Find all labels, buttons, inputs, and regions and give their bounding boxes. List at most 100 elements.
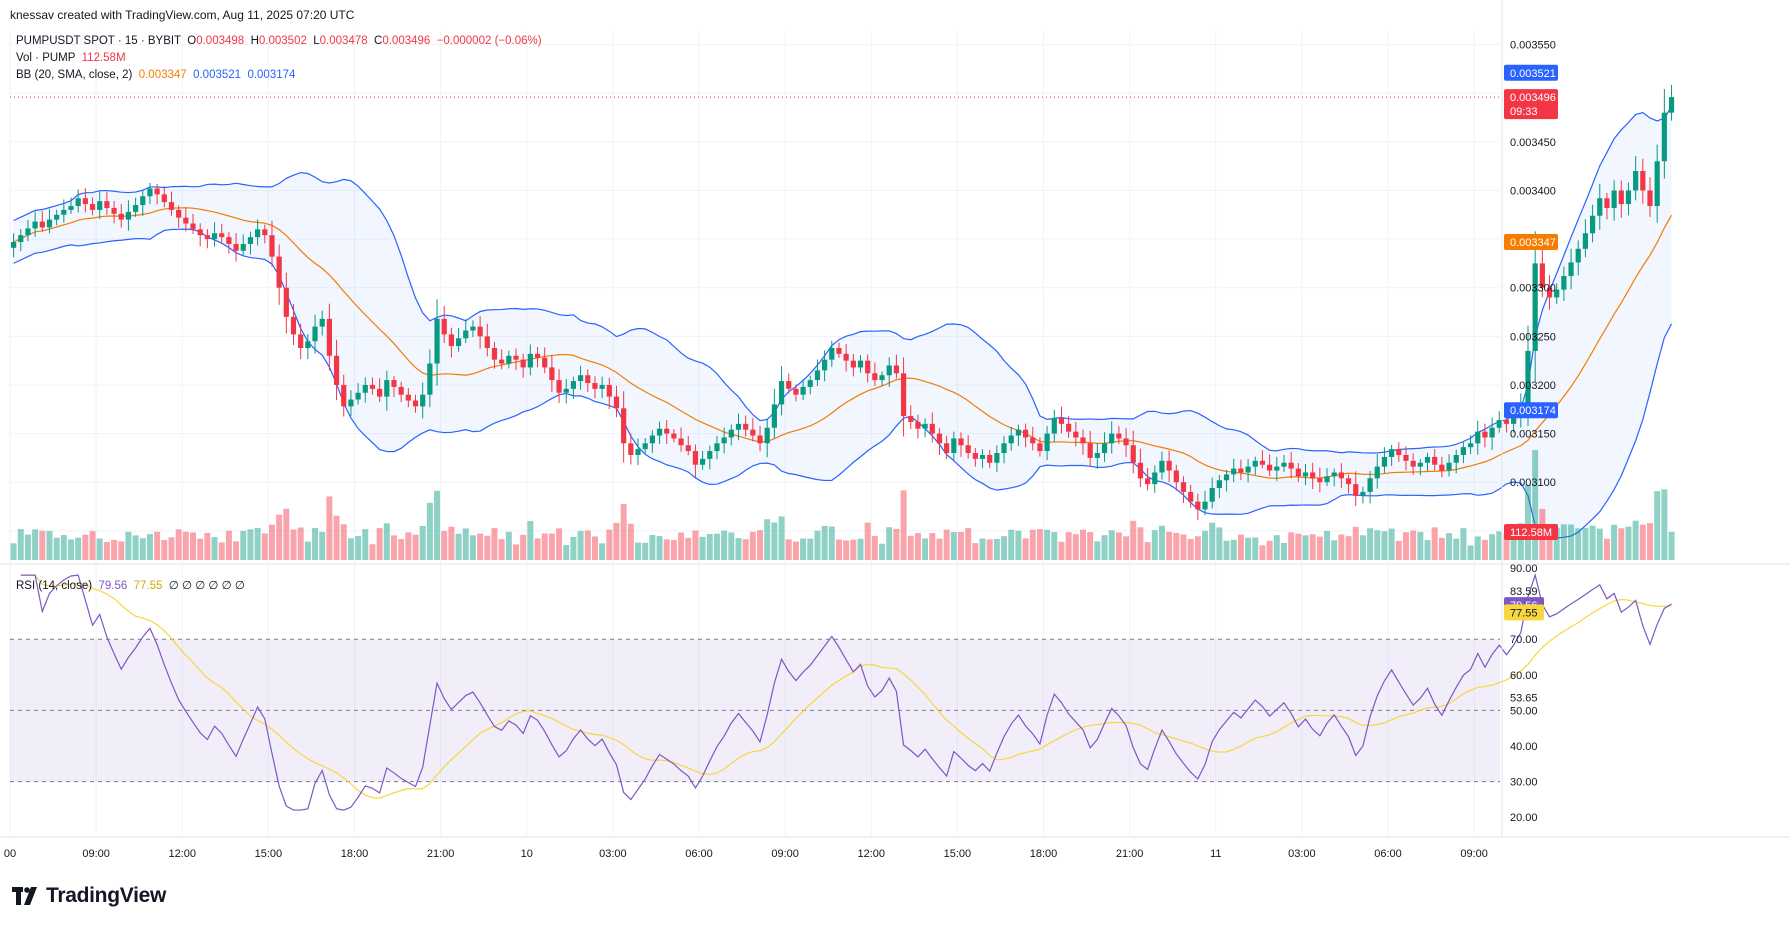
volume-bar (642, 542, 649, 560)
candle-body (879, 375, 885, 381)
volume-bar (1230, 539, 1237, 560)
volume-bar (886, 527, 893, 560)
volume-bar (182, 531, 189, 560)
volume-bar (1144, 542, 1151, 560)
candle-body (477, 326, 483, 337)
volume-bar (1058, 541, 1065, 560)
candle-body (829, 348, 835, 360)
candle-body (628, 443, 634, 455)
volume-bar (1245, 537, 1252, 560)
volume-bar (606, 529, 613, 560)
rsi-tick-label: 50.00 (1510, 705, 1538, 717)
volume-label[interactable]: Vol · PUMP (16, 52, 76, 64)
volume-bar (706, 534, 713, 560)
volume-bar (749, 531, 756, 560)
volume-axis-badge (1504, 524, 1558, 540)
rsi-ma-line (20, 574, 1672, 799)
volume-bar (197, 538, 204, 560)
candle-body (118, 213, 124, 220)
candle-body (915, 421, 921, 429)
volume-bar (17, 529, 24, 560)
volume-bar (1173, 532, 1180, 560)
candle-body (807, 380, 813, 387)
volume-bar (103, 541, 110, 560)
candle-body (944, 443, 950, 454)
volume-bar (312, 528, 319, 560)
candle-body (1582, 233, 1589, 249)
close-value: 0.003496 (382, 35, 431, 47)
volume-bar (814, 530, 821, 560)
candle-body (111, 207, 117, 214)
volume-bar (1029, 529, 1036, 560)
candle-body (549, 367, 555, 381)
volume-bar (1625, 526, 1632, 560)
candle-body (606, 384, 612, 397)
volume-bar (678, 532, 685, 560)
bb-legend: BB (20, SMA, close, 2) 0.003347 0.003521… (16, 67, 295, 83)
volume-bar (1051, 532, 1058, 560)
candle-body (10, 242, 17, 248)
volume-bar (1517, 523, 1524, 560)
volume-bar (175, 529, 182, 560)
candle-body (1353, 484, 1359, 496)
candle-body (1489, 427, 1495, 438)
volume-bar (828, 526, 835, 560)
volume-bar (771, 522, 778, 560)
volume-bar (398, 539, 405, 560)
candle-body (1475, 431, 1481, 444)
bb-lower-line (13, 228, 1673, 539)
candle-body (1073, 431, 1079, 438)
volume-bar (60, 535, 67, 560)
volume-bar (1180, 534, 1187, 560)
candle-body (362, 384, 368, 393)
bb-lower-value: 0.003174 (247, 69, 296, 81)
volume-bar (333, 515, 340, 560)
volume-bar (434, 490, 441, 560)
candle-body (1403, 454, 1409, 461)
bb-label[interactable]: BB (20, SMA, close, 2) (16, 69, 133, 81)
candle-body (700, 458, 706, 465)
candle-body (520, 359, 526, 368)
volume-bar (541, 533, 548, 560)
candle-body (778, 381, 785, 405)
volume-bar (1309, 534, 1316, 560)
volume-bar (1101, 535, 1108, 560)
volume-bar (376, 528, 383, 560)
candle-body (1022, 429, 1029, 438)
volume-bar (1352, 526, 1359, 560)
volume-bar (1094, 541, 1101, 560)
volume-bar (1108, 530, 1115, 560)
open-value: 0.003498 (196, 35, 245, 47)
volume-bar (1582, 527, 1589, 560)
symbol-label[interactable]: PUMPUSDT SPOT · 15 · BYBIT (16, 35, 181, 47)
candle-body (1453, 454, 1459, 463)
candle-body (771, 404, 777, 428)
volume-bar (957, 532, 964, 560)
volume-bar (556, 528, 563, 560)
candle-body (283, 287, 289, 317)
volume-bar (785, 539, 792, 560)
volume-bar (1575, 528, 1582, 560)
candle-body (32, 221, 38, 229)
candle-body (226, 237, 232, 244)
volume-bar (1259, 545, 1266, 560)
candle-body (721, 437, 727, 444)
volume-bar (1568, 524, 1575, 560)
volume-bar (843, 540, 850, 560)
volume-bar (469, 535, 476, 560)
rsi-label[interactable]: RSI (14, close) (16, 580, 93, 592)
price-axis-badge-label: 0.003496 (1510, 92, 1556, 104)
rsi-tick-label: 60.00 (1510, 670, 1538, 682)
candle-body (1575, 248, 1581, 263)
candle-body (1604, 198, 1610, 208)
volume-bar (778, 516, 785, 560)
candle-body (377, 388, 383, 397)
candle-body (563, 388, 569, 393)
volume-bar (426, 502, 433, 560)
volume-bar (1467, 545, 1474, 560)
candle-body (936, 433, 943, 444)
volume-bar (635, 542, 642, 560)
candle-body (728, 429, 734, 438)
volume-bar (835, 539, 842, 560)
